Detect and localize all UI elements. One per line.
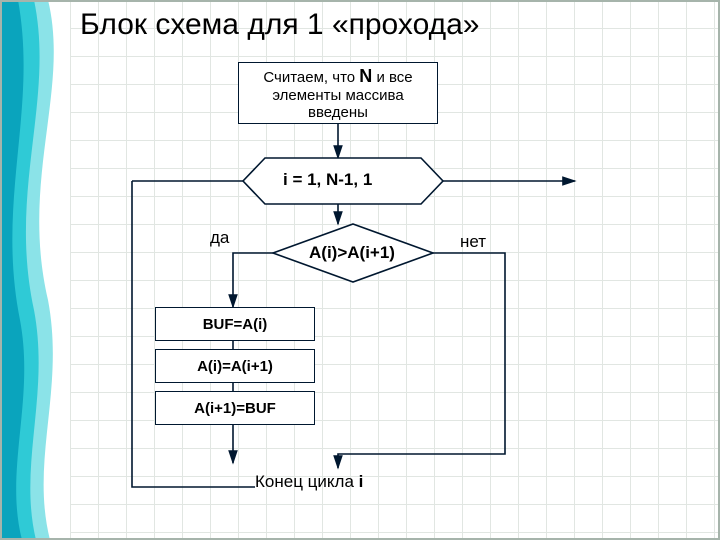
condition-text: A(i)>A(i+1) — [309, 243, 395, 263]
label-yes: да — [210, 228, 229, 248]
node-swap-2: A(i+1)=BUF — [155, 391, 315, 425]
node-buf-assign: BUF=A(i) — [155, 307, 315, 341]
node-start: Считаем, что N и всеэлементы массиваввед… — [238, 62, 438, 124]
loop-text: i = 1, N-1, 1 — [283, 170, 372, 190]
node-swap-1: A(i)=A(i+1) — [155, 349, 315, 383]
label-no: нет — [460, 232, 486, 252]
end-loop-text: Конец цикла i — [255, 472, 363, 492]
